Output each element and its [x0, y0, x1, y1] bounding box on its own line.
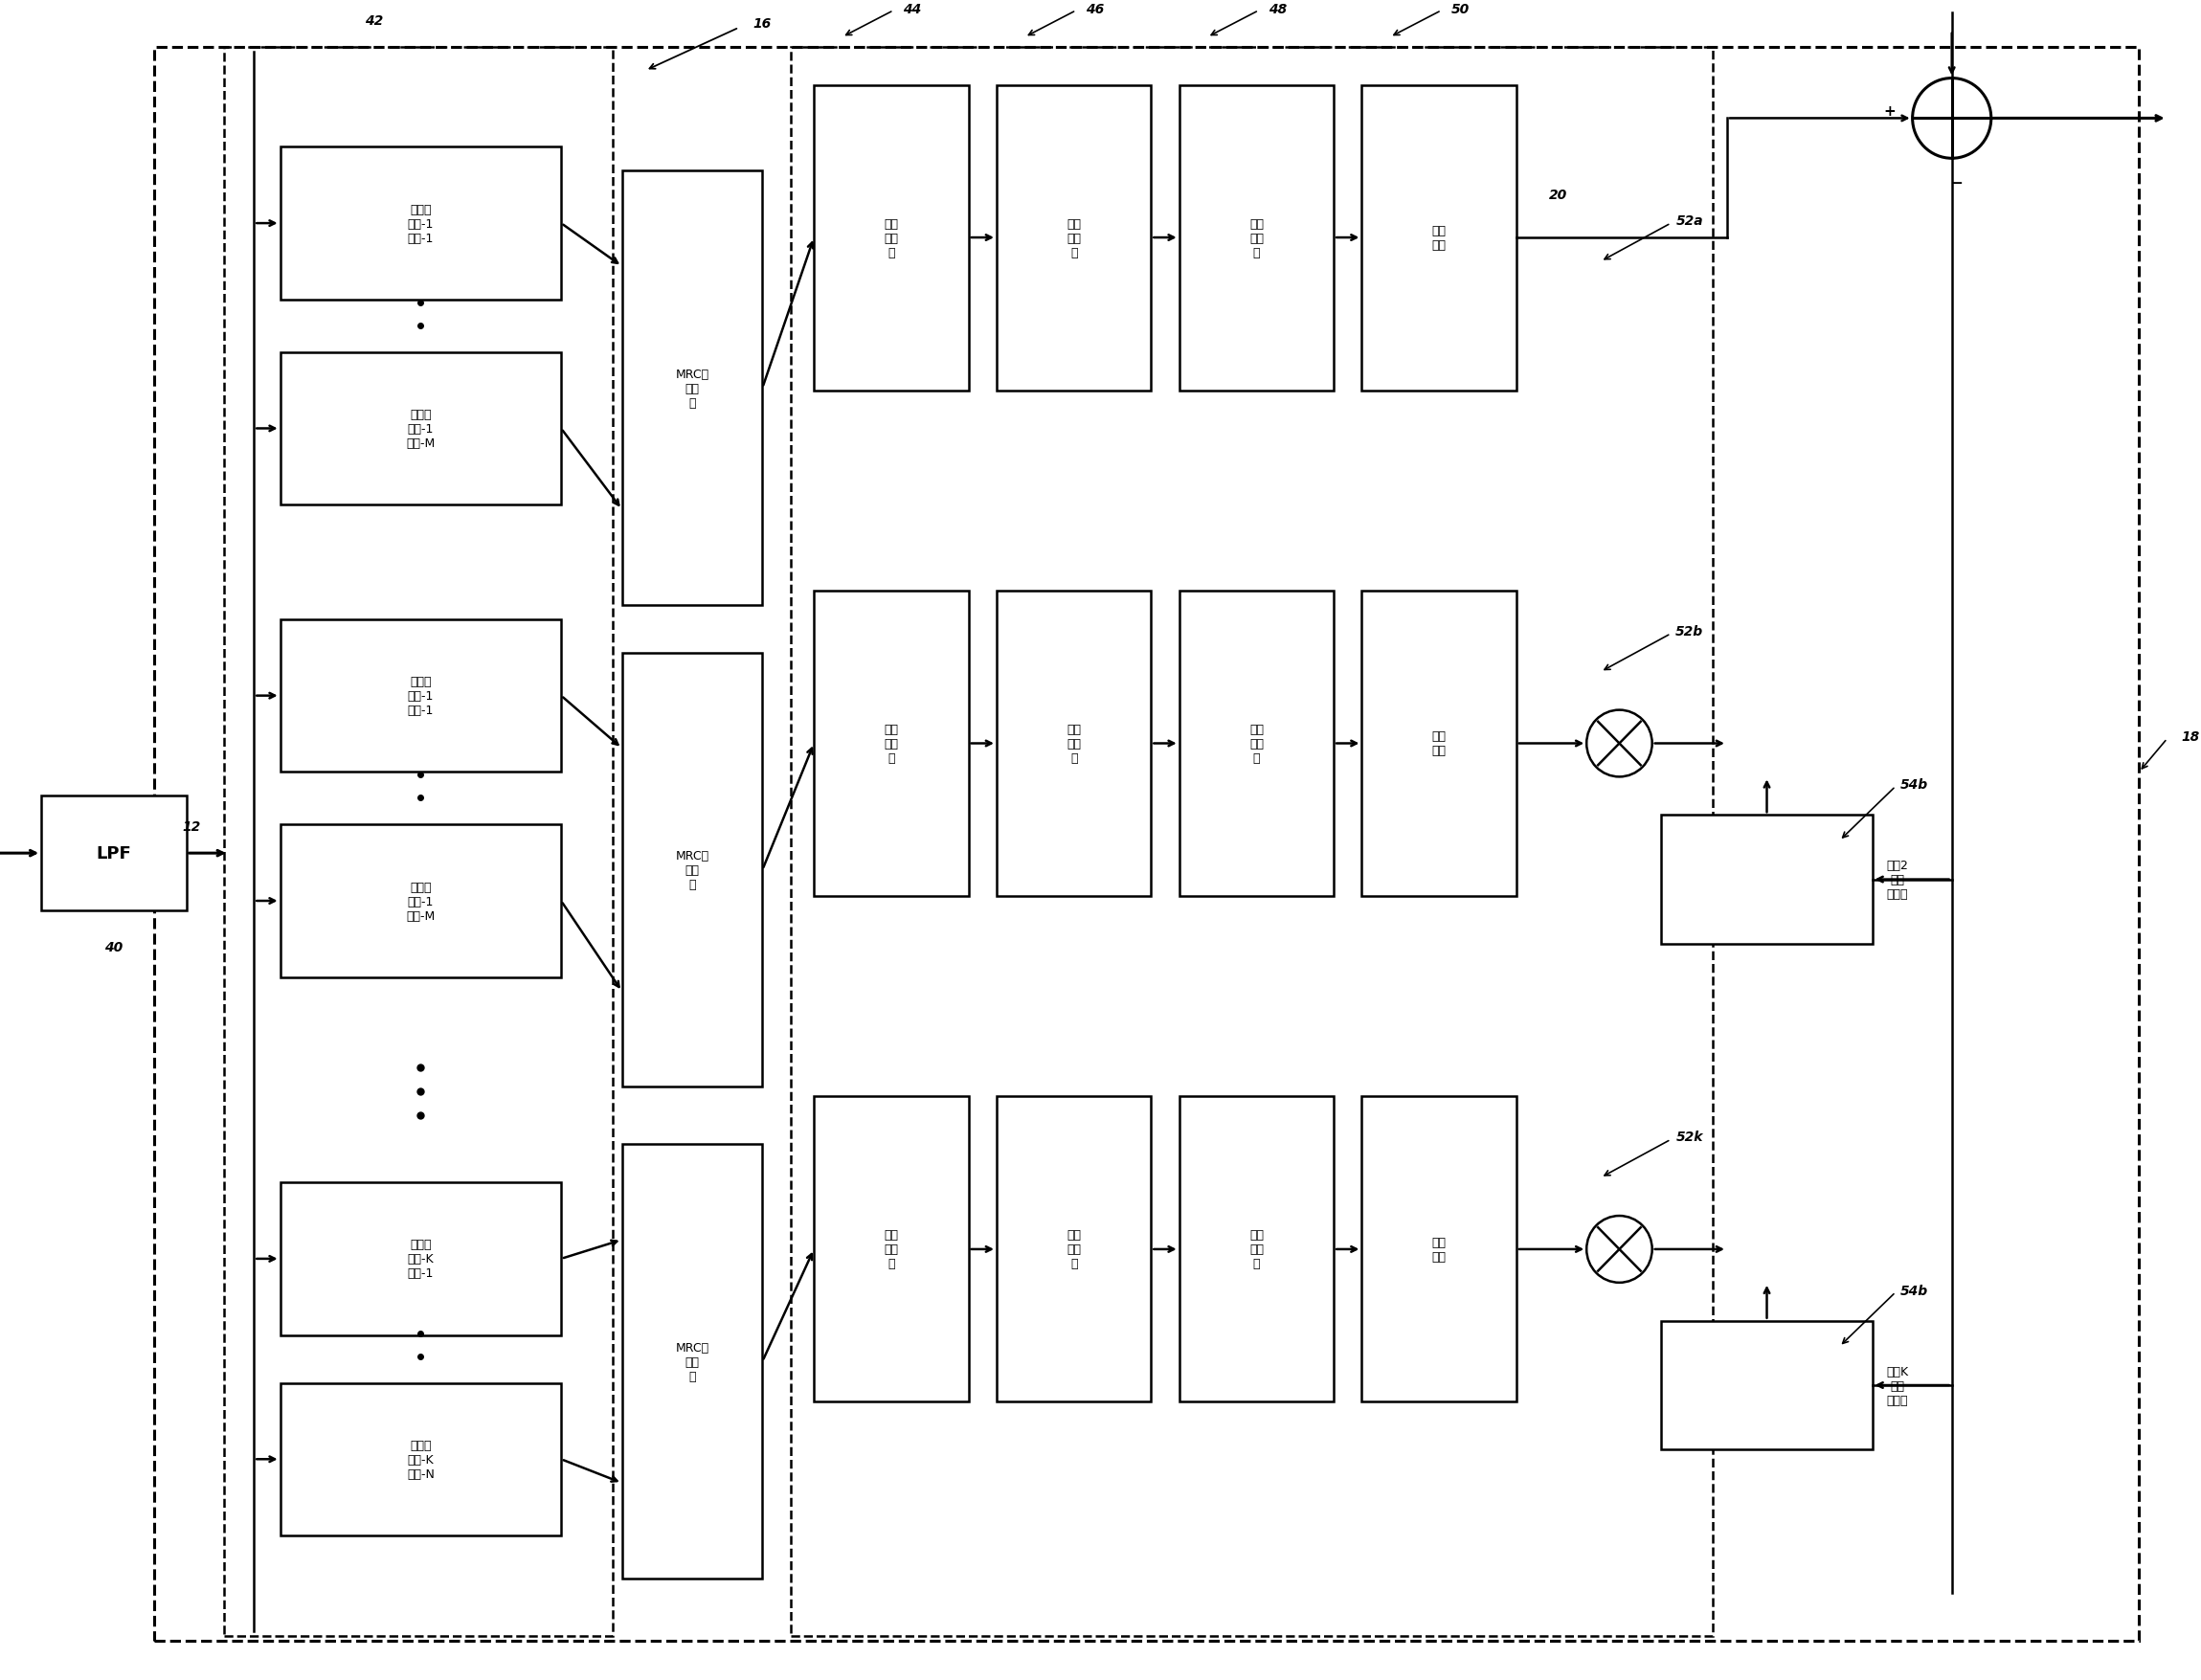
FancyBboxPatch shape: [1180, 591, 1334, 897]
FancyBboxPatch shape: [997, 86, 1151, 391]
Text: −: −: [1950, 176, 1963, 190]
FancyBboxPatch shape: [814, 86, 968, 391]
Text: 52a: 52a: [1675, 215, 1704, 228]
Text: 相关器
用户-K
叉指-N: 相关器 用户-K 叉指-N: [407, 1438, 434, 1480]
FancyBboxPatch shape: [42, 796, 187, 911]
FancyBboxPatch shape: [814, 591, 968, 897]
Text: 40: 40: [106, 941, 123, 954]
FancyBboxPatch shape: [623, 654, 762, 1087]
FancyBboxPatch shape: [280, 1383, 561, 1536]
Text: 12: 12: [183, 820, 200, 833]
Text: 次检
测器: 次检 测器: [1433, 731, 1446, 758]
FancyBboxPatch shape: [280, 353, 561, 506]
FancyBboxPatch shape: [1362, 86, 1516, 391]
FancyBboxPatch shape: [280, 620, 561, 773]
FancyBboxPatch shape: [1180, 1097, 1334, 1403]
FancyBboxPatch shape: [1662, 815, 1873, 944]
Text: 用户K
信号
再生器: 用户K 信号 再生器: [1886, 1364, 1908, 1406]
Text: 相关器
用户-K
叉指-1: 相关器 用户-K 叉指-1: [407, 1238, 434, 1280]
Text: 48: 48: [1268, 3, 1288, 17]
Text: 44: 44: [902, 3, 922, 17]
Text: 54b: 54b: [1899, 1284, 1928, 1297]
Text: 18: 18: [2181, 729, 2199, 743]
Text: 相关器
用户-1
叉指-1: 相关器 用户-1 叉指-1: [407, 203, 434, 245]
Text: 相关器
用户-1
叉指-M: 相关器 用户-1 叉指-M: [407, 408, 436, 450]
FancyBboxPatch shape: [280, 1183, 561, 1336]
FancyBboxPatch shape: [280, 825, 561, 978]
Text: 频率
检测
器: 频率 检测 器: [885, 218, 898, 259]
Text: 50: 50: [1450, 3, 1470, 17]
FancyBboxPatch shape: [623, 171, 762, 605]
Text: 20: 20: [1550, 188, 1567, 202]
Text: 数据
检测
器: 数据 检测 器: [1250, 724, 1263, 764]
Text: 用户2
信号
再生器: 用户2 信号 再生器: [1886, 858, 1908, 900]
FancyBboxPatch shape: [1662, 1320, 1873, 1450]
Text: 数据
检测
器: 数据 检测 器: [1250, 218, 1263, 259]
Text: LPF: LPF: [97, 845, 132, 862]
Text: 次检
测器: 次检 测器: [1433, 225, 1446, 252]
Text: 52k: 52k: [1675, 1131, 1704, 1144]
FancyBboxPatch shape: [623, 1144, 762, 1579]
FancyBboxPatch shape: [997, 591, 1151, 897]
FancyBboxPatch shape: [280, 148, 561, 301]
Text: MRC组
合分
器: MRC组 合分 器: [676, 368, 709, 408]
Text: 52b: 52b: [1675, 625, 1704, 638]
FancyBboxPatch shape: [1362, 1097, 1516, 1403]
Text: 54b: 54b: [1899, 778, 1928, 791]
Text: 42: 42: [365, 13, 383, 27]
Text: 16: 16: [753, 17, 773, 30]
Text: MRC组
合分
器: MRC组 合分 器: [676, 850, 709, 890]
FancyBboxPatch shape: [1180, 86, 1334, 391]
FancyBboxPatch shape: [1362, 591, 1516, 897]
Text: 频率
检测
器: 频率 检测 器: [885, 724, 898, 764]
Text: 解调
检测
器: 解调 检测 器: [1067, 218, 1081, 259]
Text: 数据
检测
器: 数据 检测 器: [1250, 1228, 1263, 1270]
Text: 次检
测器: 次检 测器: [1433, 1236, 1446, 1263]
Text: +: +: [1884, 104, 1895, 119]
Text: 解调
检测
器: 解调 检测 器: [1067, 1228, 1081, 1270]
FancyBboxPatch shape: [997, 1097, 1151, 1403]
Text: MRC组
合分
器: MRC组 合分 器: [676, 1341, 709, 1383]
Text: 解调
检测
器: 解调 检测 器: [1067, 724, 1081, 764]
FancyBboxPatch shape: [814, 1097, 968, 1403]
Text: 相关器
用户-1
叉指-1: 相关器 用户-1 叉指-1: [407, 675, 434, 717]
Text: 频率
检测
器: 频率 检测 器: [885, 1228, 898, 1270]
Text: 相关器
用户-1
叉指-M: 相关器 用户-1 叉指-M: [407, 880, 436, 922]
Text: 46: 46: [1085, 3, 1105, 17]
